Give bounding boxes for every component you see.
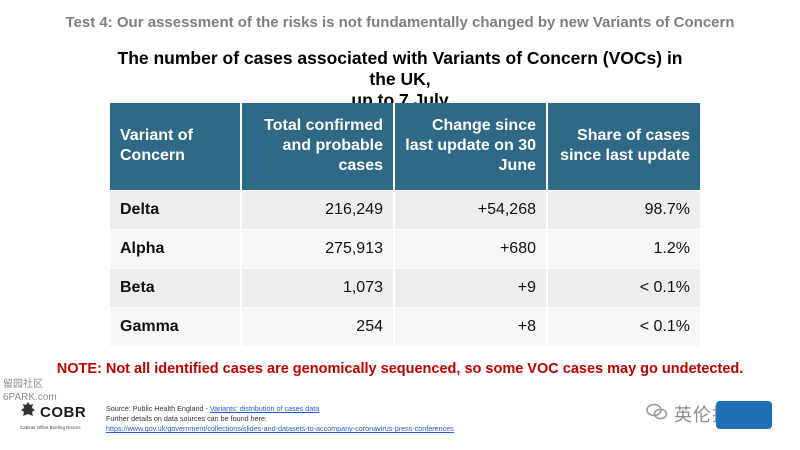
further-details: Further details on data sources can be f… xyxy=(106,414,268,423)
cell-total: 1,073 xyxy=(240,267,394,307)
cell-share: < 0.1% xyxy=(546,267,700,307)
cell-total: 275,913 xyxy=(240,228,394,268)
table-row: Alpha 275,913 +680 1.2% xyxy=(110,228,700,268)
source-block: Source: Public Health England - Variants… xyxy=(106,404,454,434)
header-share: Share of cases since last update xyxy=(546,103,700,190)
cobr-wordmark: COBR xyxy=(40,404,87,421)
cobr-subtitle: Cabinet Office Briefing Rooms xyxy=(20,425,81,430)
cell-change: +680 xyxy=(393,228,547,268)
cell-change: +8 xyxy=(393,306,547,346)
table-row: Delta 216,249 +54,268 98.7% xyxy=(110,189,700,229)
table-row: Beta 1,073 +9 < 0.1% xyxy=(110,267,700,307)
cell-variant: Delta xyxy=(110,189,241,229)
table-header-row: Variant of Concern Total confirmed and p… xyxy=(110,103,700,190)
table-row: Gamma 254 +8 < 0.1% xyxy=(110,306,700,346)
royal-crest-icon xyxy=(20,401,36,424)
cell-share: < 0.1% xyxy=(546,306,700,346)
cell-change: +9 xyxy=(393,267,547,307)
cell-share: 1.2% xyxy=(546,228,700,268)
genomic-sequencing-note: NOTE: Not all identified cases are genom… xyxy=(56,361,744,377)
cell-change: +54,268 xyxy=(393,189,547,229)
header-variant: Variant of Concern xyxy=(110,103,241,190)
slide-kicker: Test 4: Our assessment of the risks is n… xyxy=(65,14,735,31)
source-prefix: Source: Public Health England - xyxy=(106,404,210,413)
channel-badge-icon xyxy=(716,401,772,429)
slide-title: The number of cases associated with Vari… xyxy=(110,48,690,111)
cell-total: 254 xyxy=(240,306,394,346)
source-line: Source: Public Health England - Variants… xyxy=(106,404,454,414)
cell-total: 216,249 xyxy=(240,189,394,229)
wechat-icon xyxy=(646,403,668,426)
title-line-1: The number of cases associated with Vari… xyxy=(117,48,683,89)
cell-variant: Alpha xyxy=(110,228,241,268)
header-change: Change since last update on 30 June xyxy=(393,103,547,190)
watermark-chinese: 留园社区 xyxy=(3,379,43,390)
watermark-site: 6PARK.com xyxy=(3,392,57,403)
source-url-link[interactable]: https://www.gov.uk/government/collection… xyxy=(106,424,454,433)
cell-variant: Gamma xyxy=(110,306,241,346)
cell-share: 98.7% xyxy=(546,189,700,229)
source-link[interactable]: Variants: distribution of cases data xyxy=(209,404,320,413)
header-total: Total confirmed and probable cases xyxy=(240,103,394,190)
variants-table: Variant of Concern Total confirmed and p… xyxy=(110,103,700,346)
cell-variant: Beta xyxy=(110,267,241,307)
left-watermark: 留园社区 6PARK.com xyxy=(3,378,57,404)
cobr-logo: COBR Cabinet Office Briefing Rooms xyxy=(20,401,100,430)
